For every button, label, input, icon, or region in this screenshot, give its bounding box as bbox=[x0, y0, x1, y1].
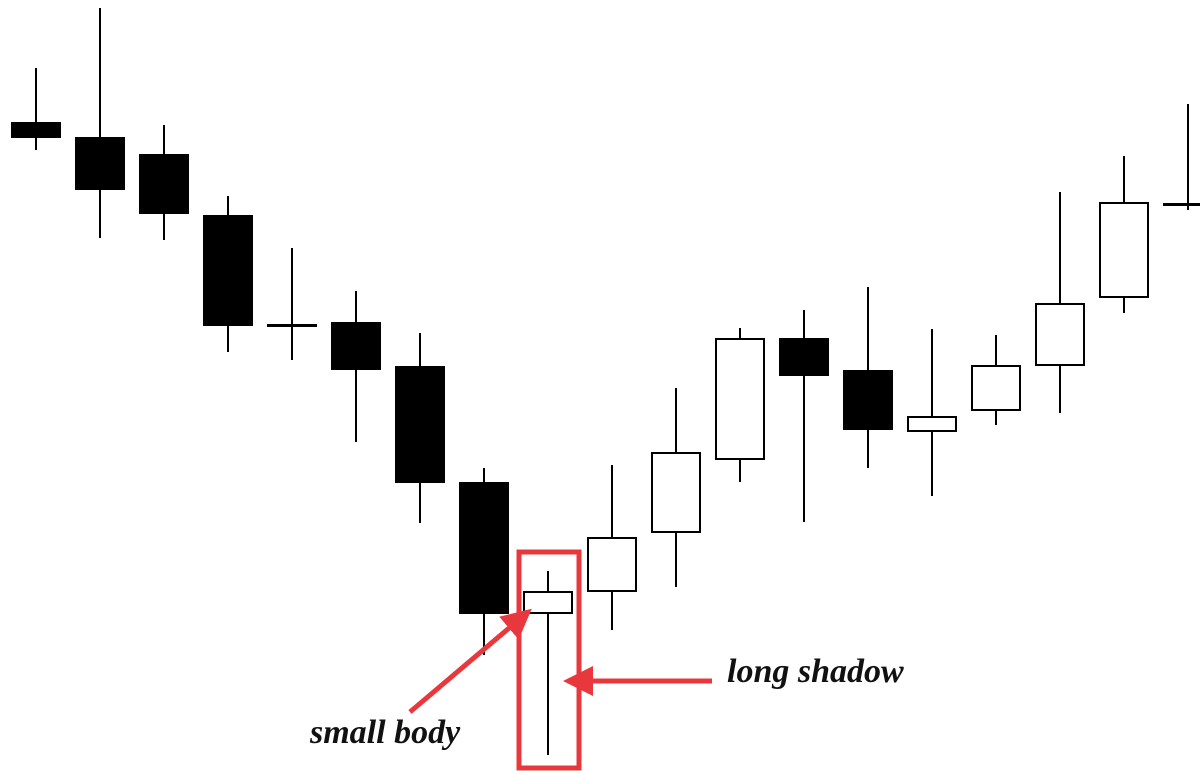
candle-body bbox=[1099, 202, 1149, 298]
candle-body bbox=[587, 537, 637, 592]
annotation: small body bbox=[309, 714, 461, 751]
candle-body bbox=[331, 322, 381, 370]
candle-body bbox=[1035, 303, 1085, 366]
candle-body bbox=[971, 365, 1021, 411]
candle-body bbox=[459, 482, 509, 614]
candle-body bbox=[1163, 203, 1200, 206]
candle-body bbox=[139, 154, 189, 214]
candle-body bbox=[267, 324, 317, 327]
candle-body bbox=[715, 338, 765, 460]
annotation: long shadow bbox=[727, 653, 904, 690]
highlight-box bbox=[516, 549, 582, 771]
candle-body bbox=[651, 452, 701, 533]
candle-body bbox=[395, 366, 445, 483]
candle-body bbox=[523, 591, 573, 614]
candle-body bbox=[779, 338, 829, 376]
candle-body bbox=[11, 122, 61, 138]
candle-body bbox=[907, 416, 957, 432]
candle-body bbox=[203, 215, 253, 326]
candle-body bbox=[75, 137, 125, 190]
arrow bbox=[408, 608, 532, 714]
candles bbox=[11, 8, 1200, 755]
candle-body bbox=[843, 370, 893, 430]
